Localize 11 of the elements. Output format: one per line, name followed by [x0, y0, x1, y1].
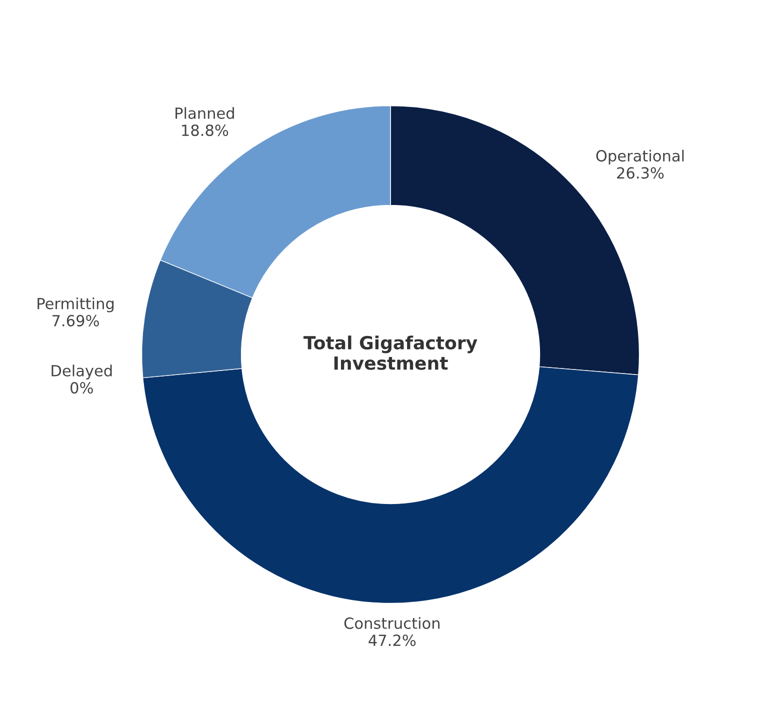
data-label: 7.69% — [52, 314, 99, 326]
data-label: 47.2% — [368, 634, 416, 646]
slice-label: Planned — [176, 107, 234, 119]
text: Total Gigafactory Investment — [303, 336, 478, 370]
category-label: Delayed — [52, 364, 112, 380]
text: 0% — [70, 382, 93, 394]
slice-label: Permitting — [38, 298, 114, 312]
data-label: 18.8% — [182, 124, 228, 136]
slice-label: Construction — [344, 617, 440, 629]
slice-label: Operational — [596, 150, 684, 165]
data-label: 26.3% — [617, 167, 664, 179]
